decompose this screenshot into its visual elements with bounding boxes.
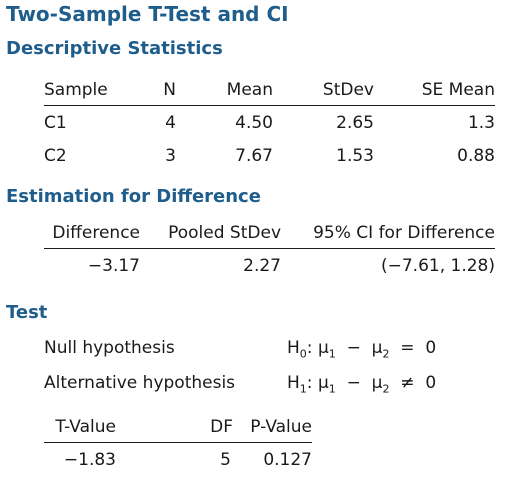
table-cell: 4 <box>165 112 176 133</box>
table-cell: 1.53 <box>336 145 374 166</box>
alternative-hypothesis-label: Alternative hypothesis <box>44 373 236 393</box>
null-hypothesis-label: Null hypothesis <box>44 338 175 358</box>
descriptive-heading: Descriptive Statistics <box>6 38 223 59</box>
column-header: P-Value <box>233 412 312 443</box>
table-cell: −1.83 <box>63 449 116 470</box>
table-cell: 0.88 <box>457 145 495 166</box>
alternative-hypothesis-expression: H1: μ1 − μ2 ≠ 0 <box>287 373 437 396</box>
table-cell: 5 <box>220 449 231 470</box>
null-hypothesis-expression: H0: μ1 − μ2 = 0 <box>287 338 437 361</box>
estimation-table: Difference Pooled StDev 95% CI for Diffe… <box>44 218 495 282</box>
table-cell: −3.17 <box>87 255 140 276</box>
test-table: T-Value DF P-Value −1.83 5 0.127 <box>44 412 312 476</box>
table-row: −1.83 5 0.127 <box>44 443 312 477</box>
column-header: T-Value <box>44 412 116 443</box>
table-cell: 2.65 <box>336 112 374 133</box>
table-cell: C1 <box>44 112 67 133</box>
table-cell: 7.67 <box>235 145 273 166</box>
table-cell: 1.3 <box>467 112 495 133</box>
column-header: SE Mean <box>374 75 495 106</box>
column-header: StDev <box>273 75 374 106</box>
table-cell: 0.127 <box>263 449 312 470</box>
column-header: Difference <box>44 218 140 249</box>
table-cell: 2.27 <box>243 255 281 276</box>
column-header: DF <box>116 412 233 443</box>
table-row: C1 4 4.50 2.65 1.3 <box>44 106 495 140</box>
table-header-row: Sample N Mean StDev SE Mean <box>44 75 495 106</box>
table-row: C2 3 7.67 1.53 0.88 <box>44 139 495 172</box>
table-cell: 4.50 <box>235 112 273 133</box>
table-cell: (−7.61, 1.28) <box>380 255 495 276</box>
estimation-heading: Estimation for Difference <box>6 186 261 207</box>
column-header: Pooled StDev <box>140 218 281 249</box>
table-row: −3.17 2.27 (−7.61, 1.28) <box>44 249 495 283</box>
column-header: Mean <box>176 75 273 106</box>
column-header: N <box>144 75 176 106</box>
table-header-row: T-Value DF P-Value <box>44 412 312 443</box>
table-cell: C2 <box>44 145 67 166</box>
report-title: Two-Sample T-Test and CI <box>6 2 289 26</box>
table-header-row: Difference Pooled StDev 95% CI for Diffe… <box>44 218 495 249</box>
column-header: 95% CI for Difference <box>281 218 495 249</box>
descriptive-table: Sample N Mean StDev SE Mean C1 4 4.50 2.… <box>44 75 495 172</box>
table-cell: 3 <box>165 145 176 166</box>
test-heading: Test <box>6 302 48 323</box>
column-header: Sample <box>44 75 144 106</box>
